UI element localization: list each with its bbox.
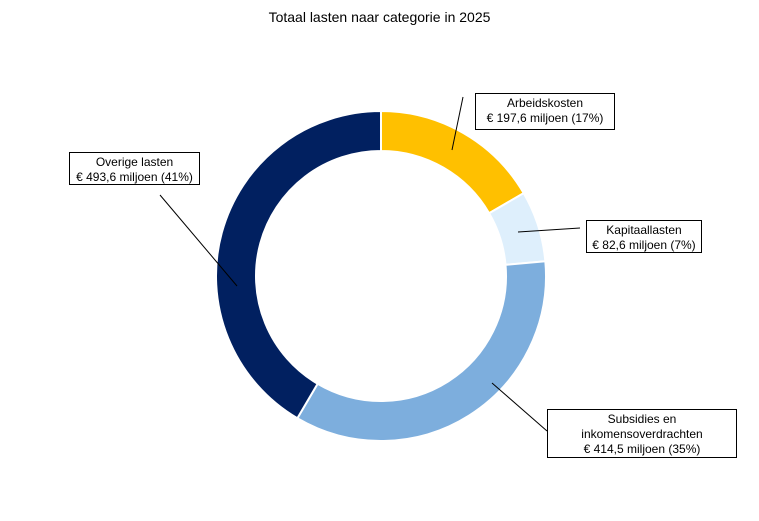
data-label: Subsidies en inkomensoverdrachten € 414,5 … bbox=[547, 409, 737, 458]
leader-line bbox=[491, 382, 548, 432]
donut-slice-subsidies-en-inkomensoverdrachten bbox=[295, 260, 547, 442]
data-label-line: Arbeidskosten bbox=[506, 96, 584, 110]
data-label-line: € 82,6 miljoen (7%) bbox=[592, 238, 696, 252]
data-label-line: Subsidies en bbox=[607, 412, 677, 426]
data-label: Kapitaallasten € 82,6 miljoen (7%) bbox=[586, 220, 702, 253]
leader-line bbox=[159, 194, 238, 287]
leader-line bbox=[517, 227, 581, 233]
chart-title: Totaal lasten naar categorie in 2025 bbox=[268, 9, 491, 25]
data-label: Arbeidskosten € 197,6 miljoen (17%) bbox=[475, 93, 615, 130]
data-label-line: Overige lasten bbox=[95, 155, 174, 169]
data-label-line: € 197,6 miljoen (17%) bbox=[486, 111, 604, 125]
donut-slice-overige-lasten bbox=[215, 109, 382, 420]
leader-line bbox=[451, 96, 464, 151]
data-label: Overige lasten € 493,6 miljoen (41%) bbox=[69, 152, 200, 185]
data-label-line: € 414,5 miljoen (35%) bbox=[583, 442, 701, 456]
data-label-line: € 493,6 miljoen (41%) bbox=[76, 170, 193, 184]
data-label-line: Kapitaallasten bbox=[606, 223, 682, 237]
data-label-line: inkomensoverdrachten bbox=[581, 427, 703, 441]
